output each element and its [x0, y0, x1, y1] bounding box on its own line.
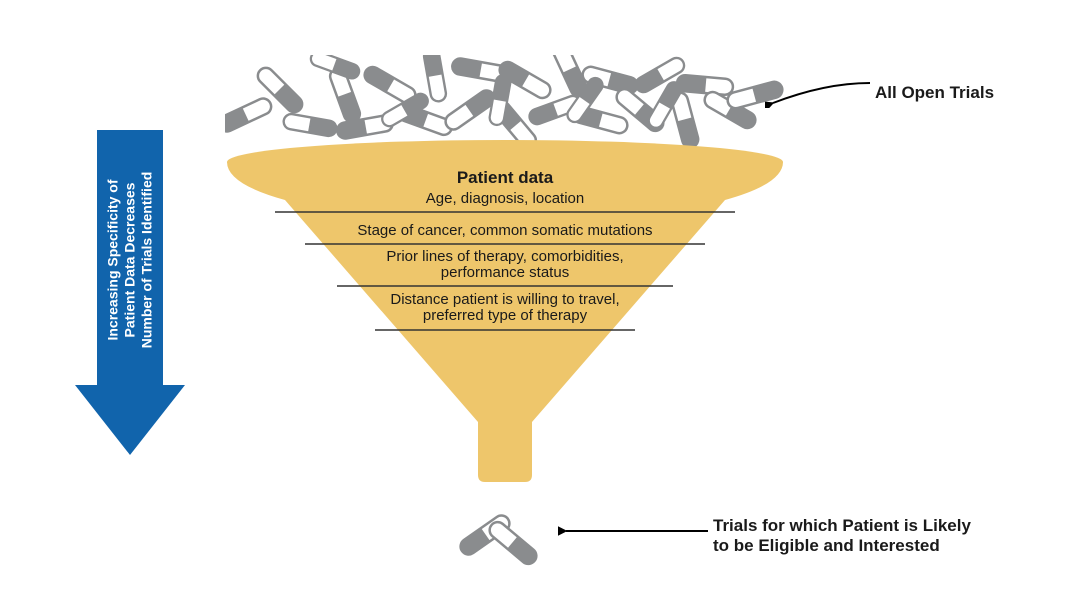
funnel-level-4: Distance patient is willing to travel, p… — [225, 292, 785, 324]
callout-top-label: All Open Trials — [875, 83, 994, 103]
funnel-level-3: Prior lines of therapy, comorbidities, p… — [225, 249, 785, 281]
funnel-level-2: Stage of cancer, common somatic mutation… — [225, 222, 785, 239]
callout-eligible-trials: Trials for which Patient is Likely to be… — [558, 516, 971, 556]
funnel-heading: Patient data — [225, 168, 785, 188]
callout-all-open-trials: All Open Trials — [765, 78, 994, 108]
pointer-arrow-icon — [558, 516, 713, 546]
funnel-level-1: Age, diagnosis, location — [225, 190, 785, 207]
specificity-arrow: Increasing Specificity of Patient Data D… — [75, 130, 185, 460]
pills-bottom-pair — [455, 510, 545, 575]
arrow-label: Increasing Specificity of Patient Data D… — [105, 130, 156, 390]
arrow-head-icon — [75, 385, 185, 455]
funnel: Patient data Age, diagnosis, location St… — [225, 140, 785, 485]
pointer-arrow-icon — [765, 78, 875, 108]
callout-bottom-label: Trials for which Patient is Likely to be… — [713, 516, 971, 556]
